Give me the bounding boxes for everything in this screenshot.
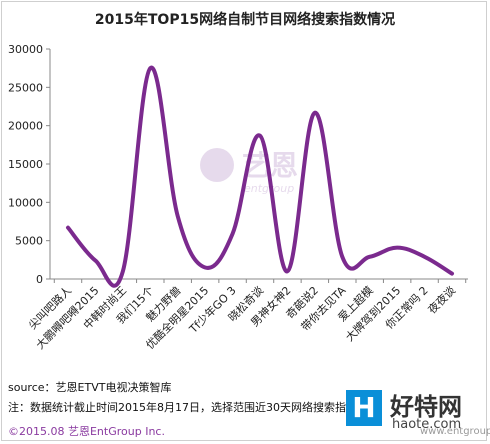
source-text: source：艺恩ETVT电视决策智库 <box>8 381 172 394</box>
y-tick-label: 15000 <box>8 158 43 171</box>
haote-watermark: H 好特网 haote.com <box>346 384 486 440</box>
y-tick-label: 0 <box>36 273 43 286</box>
haote-site-name: 好特网 <box>390 393 462 421</box>
chart-title: 2015年TOP15网络自制节目网络搜索指数情况 <box>94 12 396 28</box>
series-line <box>66 65 454 288</box>
entgroup-logo-sub: entgroup <box>244 182 295 195</box>
line-chart: 050001000015000200002500030000尖叫吧路人大鹏嘚吧嘚… <box>8 43 468 352</box>
x-tick-label: 夜夜谈 <box>425 283 458 316</box>
y-tick-label: 20000 <box>8 120 43 133</box>
entgroup-logo-icon <box>200 148 234 182</box>
y-tick-label: 5000 <box>15 235 43 248</box>
copyright-text: ©2015.08 艺恩EntGroup Inc. <box>8 425 165 438</box>
y-tick-label: 30000 <box>8 43 43 56</box>
note-text: 注：数据统计截止时间2015年8月17日，选择范围近30天网络搜索指数 <box>8 401 357 414</box>
y-tick-label: 10000 <box>8 196 43 209</box>
haote-domain: haote.com <box>392 417 462 432</box>
entgroup-url: www.entgroup.cn <box>420 426 490 437</box>
haote-logo-icon: H <box>346 390 382 426</box>
y-tick-label: 25000 <box>8 81 43 94</box>
